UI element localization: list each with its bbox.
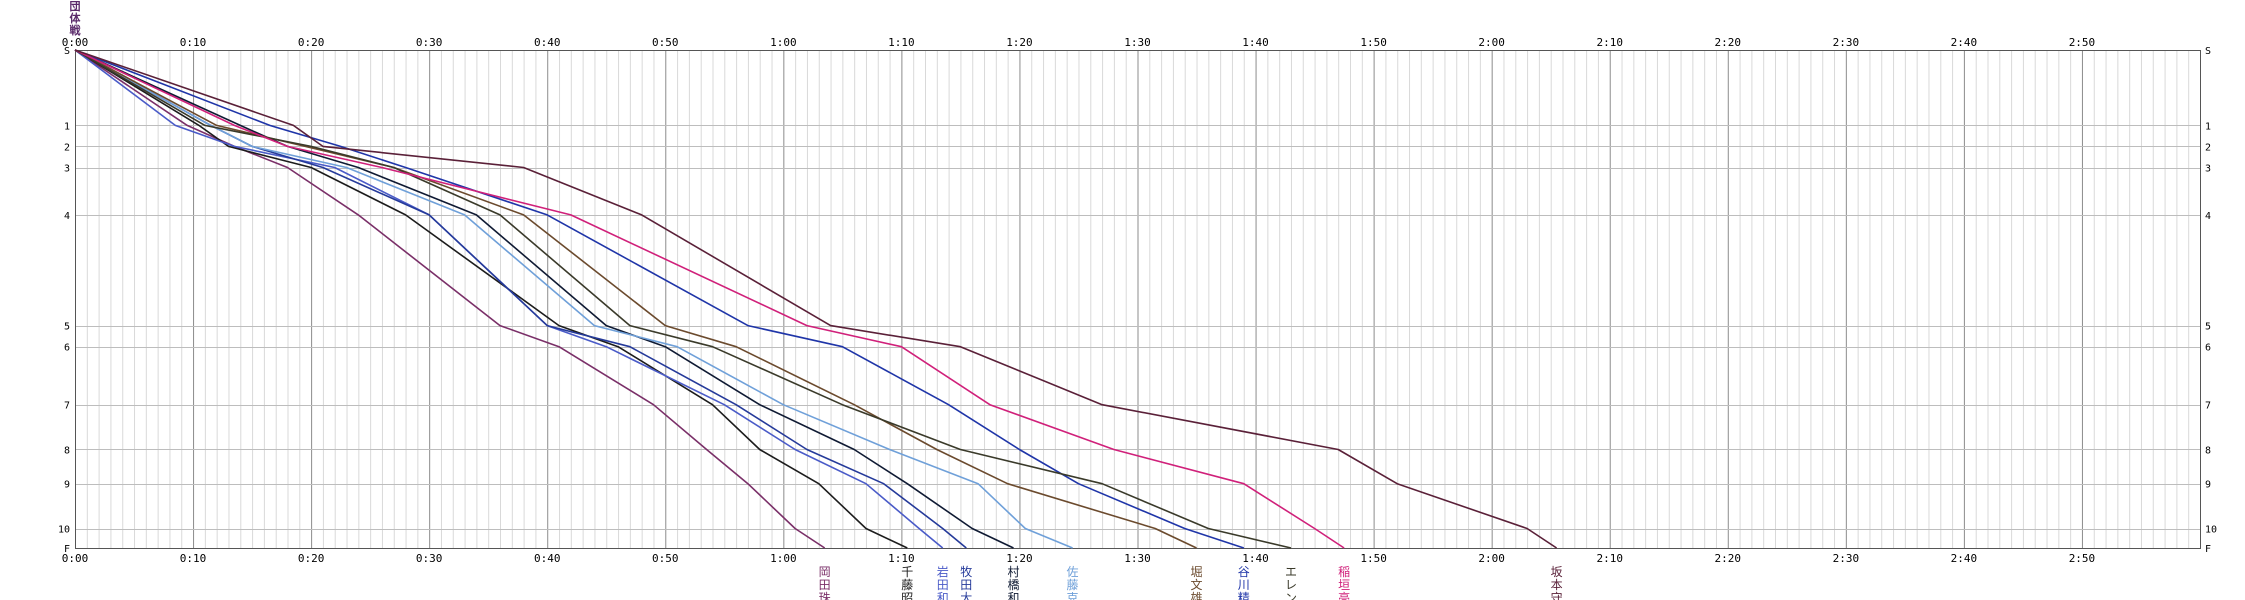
x-tick-label-bottom: 1:00 <box>770 552 797 565</box>
control-label-left: 4 <box>64 211 70 222</box>
control-label-left: F <box>64 544 70 555</box>
x-tick-label-bottom: 2:30 <box>1833 552 1860 565</box>
runner-name-label: 牧田大 <box>960 565 972 600</box>
x-tick-label-top: 2:30 <box>1833 36 1860 49</box>
control-label-left: 9 <box>64 480 70 491</box>
runner-name-label: 佐藤克 <box>1067 565 1079 600</box>
x-tick-label-top: 2:50 <box>2069 36 2096 49</box>
runner-name-label: エレン <box>1285 565 1297 600</box>
control-label-right: 10 <box>2205 525 2217 536</box>
runner-name-label: 村橋和 <box>1008 565 1020 600</box>
runner-name-label: 稲垣亮 <box>1338 565 1350 600</box>
control-label-right: 7 <box>2205 401 2211 412</box>
series-line <box>74 49 1558 549</box>
x-tick-label-top: 0:50 <box>652 36 679 49</box>
x-tick-label-bottom: 1:30 <box>1124 552 1151 565</box>
control-label-left: S <box>64 46 70 57</box>
series-line <box>74 49 826 549</box>
series-line <box>74 49 908 549</box>
runner-name-label: 千藤昭 <box>901 565 913 600</box>
control-label-right: 6 <box>2205 343 2211 354</box>
control-label-right: 1 <box>2205 121 2211 132</box>
x-tick-label-top: 1:50 <box>1360 36 1387 49</box>
chart-grid <box>75 50 2201 549</box>
x-tick-label-bottom: 0:00 <box>62 552 89 565</box>
x-tick-label-bottom: 1:50 <box>1360 552 1387 565</box>
x-tick-label-top: 1:00 <box>770 36 797 49</box>
x-tick-label-top: 1:10 <box>888 36 915 49</box>
x-tick-label-bottom: 2:50 <box>2069 552 2096 565</box>
control-label-right: 2 <box>2205 142 2211 153</box>
series-line <box>74 49 1073 549</box>
x-tick-label-top: 0:10 <box>180 36 207 49</box>
x-tick-label-bottom: 0:50 <box>652 552 679 565</box>
runner-name-label: 岡田珠 <box>819 565 831 600</box>
x-tick-label-bottom: 0:30 <box>416 552 443 565</box>
control-label-left: 5 <box>64 322 70 333</box>
control-label-right: 9 <box>2205 480 2211 491</box>
x-tick-label-bottom: 2:10 <box>1596 552 1623 565</box>
x-tick-label-top: 2:00 <box>1478 36 1505 49</box>
runner-name-label: 坂本守 <box>1551 565 1563 600</box>
x-tick-label-top: 2:20 <box>1715 36 1742 49</box>
x-tick-label-bottom: 0:10 <box>180 552 207 565</box>
chart-series <box>74 49 1558 549</box>
x-tick-label-bottom: 0:40 <box>534 552 561 565</box>
runner-name-label: 堀文雄 <box>1191 564 1203 600</box>
start-label: 団体戦 <box>70 0 82 37</box>
runner-name-label: 谷川精 <box>1238 565 1250 600</box>
x-tick-label-bottom: 0:20 <box>298 552 325 565</box>
x-tick-label-top: 0:20 <box>298 36 325 49</box>
control-label-right: 3 <box>2205 164 2211 175</box>
x-tick-label-bottom: 1:10 <box>888 552 915 565</box>
control-label-left: 1 <box>64 121 70 132</box>
x-tick-label-bottom: 2:00 <box>1478 552 1505 565</box>
control-label-left: 2 <box>64 142 70 153</box>
series-line <box>74 49 1197 549</box>
control-label-right: 4 <box>2205 211 2211 222</box>
x-tick-label-top: 1:40 <box>1242 36 1269 49</box>
x-tick-label-top: 2:40 <box>1951 36 1978 49</box>
control-label-left: 8 <box>64 445 70 456</box>
control-label-right: 8 <box>2205 445 2211 456</box>
x-tick-label-bottom: 2:20 <box>1715 552 1742 565</box>
series-line <box>74 49 1292 549</box>
x-tick-label-bottom: 1:40 <box>1242 552 1269 565</box>
series-line <box>74 49 1345 549</box>
control-label-right: 5 <box>2205 322 2211 333</box>
x-tick-label-top: 1:30 <box>1124 36 1151 49</box>
control-label-right: F <box>2205 544 2211 555</box>
series-line <box>74 49 944 549</box>
x-tick-label-top: 0:00 <box>62 36 89 49</box>
runner-name-label: 岩田和 <box>937 564 949 600</box>
x-tick-label-top: 0:40 <box>534 36 561 49</box>
control-label-left: 3 <box>64 164 70 175</box>
chart-axes: 0:00 0:00 0:10 0:10 0:20 0:20 0:30 0:30 0:40 0:40… <box>58 36 2217 565</box>
x-tick-label-top: 1:20 <box>1006 36 1033 49</box>
x-tick-label-bottom: 2:40 <box>1951 552 1978 565</box>
series-line <box>74 49 1245 549</box>
x-tick-label-bottom: 1:20 <box>1006 552 1033 565</box>
x-tick-label-top: 2:10 <box>1596 36 1623 49</box>
x-tick-label-top: 0:30 <box>416 36 443 49</box>
control-label-left: 6 <box>64 343 70 354</box>
control-label-left: 7 <box>64 401 70 412</box>
plot-frame <box>75 50 2201 549</box>
control-label-left: 10 <box>58 525 70 536</box>
control-label-right: S <box>2205 46 2211 57</box>
